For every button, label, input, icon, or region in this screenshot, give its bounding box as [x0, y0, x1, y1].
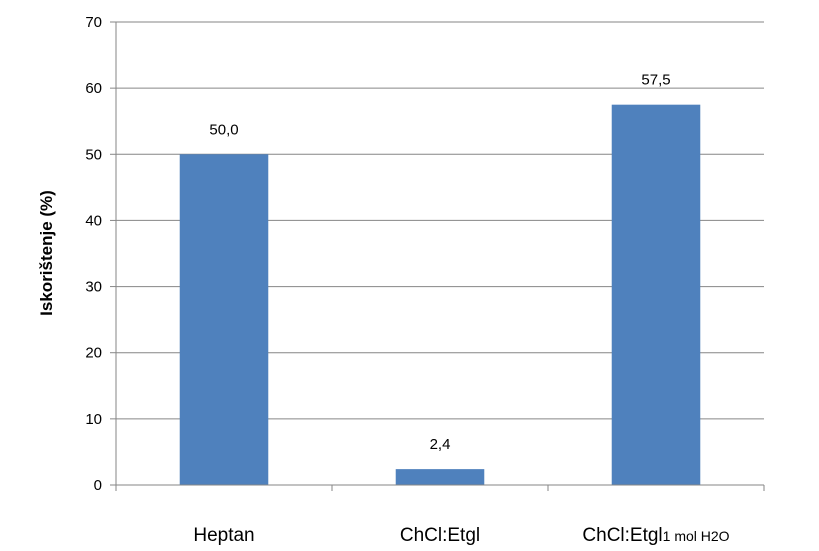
y-tick-label: 10 — [85, 411, 102, 428]
category-label-main: ChCl:Etgl — [400, 525, 480, 546]
category-label: Heptan — [193, 525, 254, 546]
category-label-main: Heptan — [193, 525, 254, 546]
category-label-sub: 1 mol H2O — [663, 528, 730, 544]
y-tick-label: 60 — [85, 80, 102, 97]
y-tick-label: 20 — [85, 345, 102, 362]
y-tick-label: 0 — [94, 477, 102, 494]
data-label: 50,0 — [209, 121, 238, 138]
category-label-main: ChCl:Etgl — [582, 525, 662, 546]
data-label: 57,5 — [641, 72, 670, 89]
y-axis-ticks: 0 10 20 30 40 50 60 70 — [85, 14, 116, 494]
category-label: ChCl:Etgl1 mol H2O — [582, 525, 729, 546]
x-axis: Heptan ChCl:Etgl ChCl:Etgl1 mol H2O — [115, 22, 765, 546]
y-tick-label: 30 — [85, 279, 102, 296]
y-tick-label: 40 — [85, 212, 102, 229]
category-label: ChCl:Etgl — [400, 525, 480, 546]
y-tick-label: 50 — [85, 146, 102, 163]
y-axis-title: Iskorištenje (%) — [37, 190, 56, 316]
bar — [611, 104, 701, 485]
y-tick-label: 70 — [85, 14, 102, 31]
data-labels: 50,0 2,4 57,5 — [209, 72, 670, 453]
bar — [179, 154, 269, 486]
bars — [179, 104, 701, 486]
bar — [395, 469, 485, 485]
data-label: 2,4 — [430, 436, 451, 453]
